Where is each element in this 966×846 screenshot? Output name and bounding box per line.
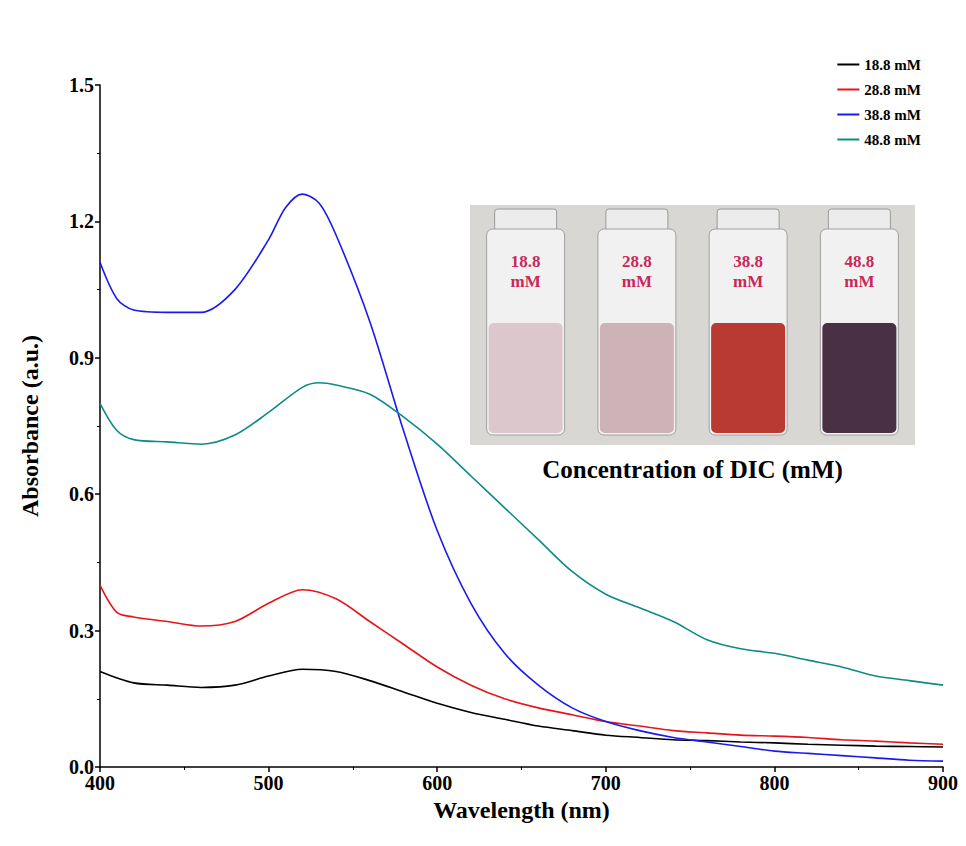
svg-text:38.8 mM: 38.8 mM	[864, 107, 921, 123]
svg-text:1.2: 1.2	[69, 210, 94, 232]
svg-text:18.8 mM: 18.8 mM	[864, 57, 921, 73]
svg-text:Wavelength (nm): Wavelength (nm)	[433, 797, 610, 823]
svg-text:Absorbance (a.u.): Absorbance (a.u.)	[17, 335, 43, 517]
svg-text:38.8: 38.8	[733, 252, 763, 271]
svg-text:600: 600	[422, 772, 452, 794]
svg-text:mM: mM	[733, 272, 763, 291]
svg-text:900: 900	[928, 772, 958, 794]
svg-text:1.5: 1.5	[69, 74, 94, 96]
svg-text:mM: mM	[844, 272, 874, 291]
svg-text:800: 800	[759, 772, 789, 794]
svg-text:700: 700	[591, 772, 621, 794]
svg-text:28.8: 28.8	[622, 252, 652, 271]
svg-text:0.3: 0.3	[69, 620, 94, 642]
svg-text:mM: mM	[511, 272, 541, 291]
svg-text:0.0: 0.0	[69, 756, 94, 778]
svg-text:48.8 mM: 48.8 mM	[864, 132, 921, 148]
svg-text:48.8: 48.8	[845, 252, 875, 271]
svg-text:500: 500	[254, 772, 284, 794]
svg-text:Concentration of DIC (mM): Concentration of DIC (mM)	[542, 456, 843, 484]
svg-text:400: 400	[85, 772, 115, 794]
svg-text:0.9: 0.9	[69, 347, 94, 369]
svg-text:mM: mM	[622, 272, 652, 291]
svg-text:18.8: 18.8	[511, 252, 541, 271]
svg-text:0.6: 0.6	[69, 483, 94, 505]
svg-text:28.8 mM: 28.8 mM	[864, 82, 921, 98]
